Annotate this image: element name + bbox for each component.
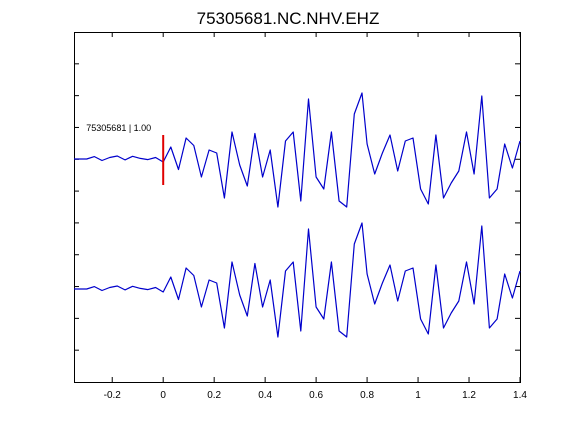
- waveform-traces: [74, 92, 521, 338]
- x-tick-label: 0.4: [258, 390, 272, 401]
- x-tick-label: -0.2: [104, 390, 122, 401]
- plot-frame: [74, 32, 521, 383]
- pick-annotation: 75305681 | 1.00: [86, 123, 151, 133]
- x-tick-label: 0.6: [309, 390, 323, 401]
- x-tick-label: 0.8: [360, 390, 374, 401]
- y-tick-marks: [74, 63, 520, 351]
- x-axis: -0.2 0 0.2 0.4 0.6 0.8 1 1.2 1.4: [104, 32, 527, 401]
- chart-title: 75305681.NC.NHV.EHZ: [197, 9, 380, 28]
- x-tick-label: 1.4: [513, 390, 527, 401]
- waveform-trace-2: [74, 222, 521, 338]
- x-tick-label: 1.2: [462, 390, 476, 401]
- x-tick-label: 1: [415, 390, 421, 401]
- waveform-trace-1: [74, 92, 521, 208]
- x-tick-label: 0: [160, 390, 166, 401]
- x-tick-label: 0.2: [207, 390, 221, 401]
